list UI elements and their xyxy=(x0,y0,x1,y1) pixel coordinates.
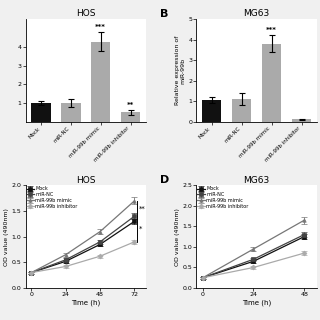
Bar xyxy=(262,44,281,122)
Text: *: * xyxy=(139,226,142,232)
Bar xyxy=(292,119,311,122)
Bar xyxy=(232,99,252,122)
Text: **: ** xyxy=(139,205,146,212)
X-axis label: Time (h): Time (h) xyxy=(242,300,271,307)
Legend: Mock, miR-NC, miR-99b mimic, miR-99b inhibitor: Mock, miR-NC, miR-99b mimic, miR-99b inh… xyxy=(27,186,78,209)
Text: ***: *** xyxy=(266,27,277,33)
Text: B: B xyxy=(160,9,169,19)
Text: ***: *** xyxy=(95,24,106,30)
Title: MG63: MG63 xyxy=(244,176,270,185)
Bar xyxy=(31,103,51,122)
Bar xyxy=(61,103,81,122)
Title: HOS: HOS xyxy=(76,176,95,185)
Y-axis label: Relative expression of
miR-99b: Relative expression of miR-99b xyxy=(175,36,186,105)
Y-axis label: OD value (490nm): OD value (490nm) xyxy=(4,208,9,266)
Y-axis label: OD value (490nm): OD value (490nm) xyxy=(175,208,180,266)
X-axis label: Time (h): Time (h) xyxy=(71,300,100,307)
Title: HOS: HOS xyxy=(76,9,95,19)
Bar xyxy=(202,100,221,122)
Legend: Mock, miR-NC, miR-99b mimic, miR-99b inhibitor: Mock, miR-NC, miR-99b mimic, miR-99b inh… xyxy=(197,186,249,209)
Text: **: ** xyxy=(127,102,134,108)
Bar xyxy=(91,42,110,122)
Text: D: D xyxy=(160,175,170,185)
Title: MG63: MG63 xyxy=(244,9,270,19)
Bar xyxy=(121,112,140,122)
